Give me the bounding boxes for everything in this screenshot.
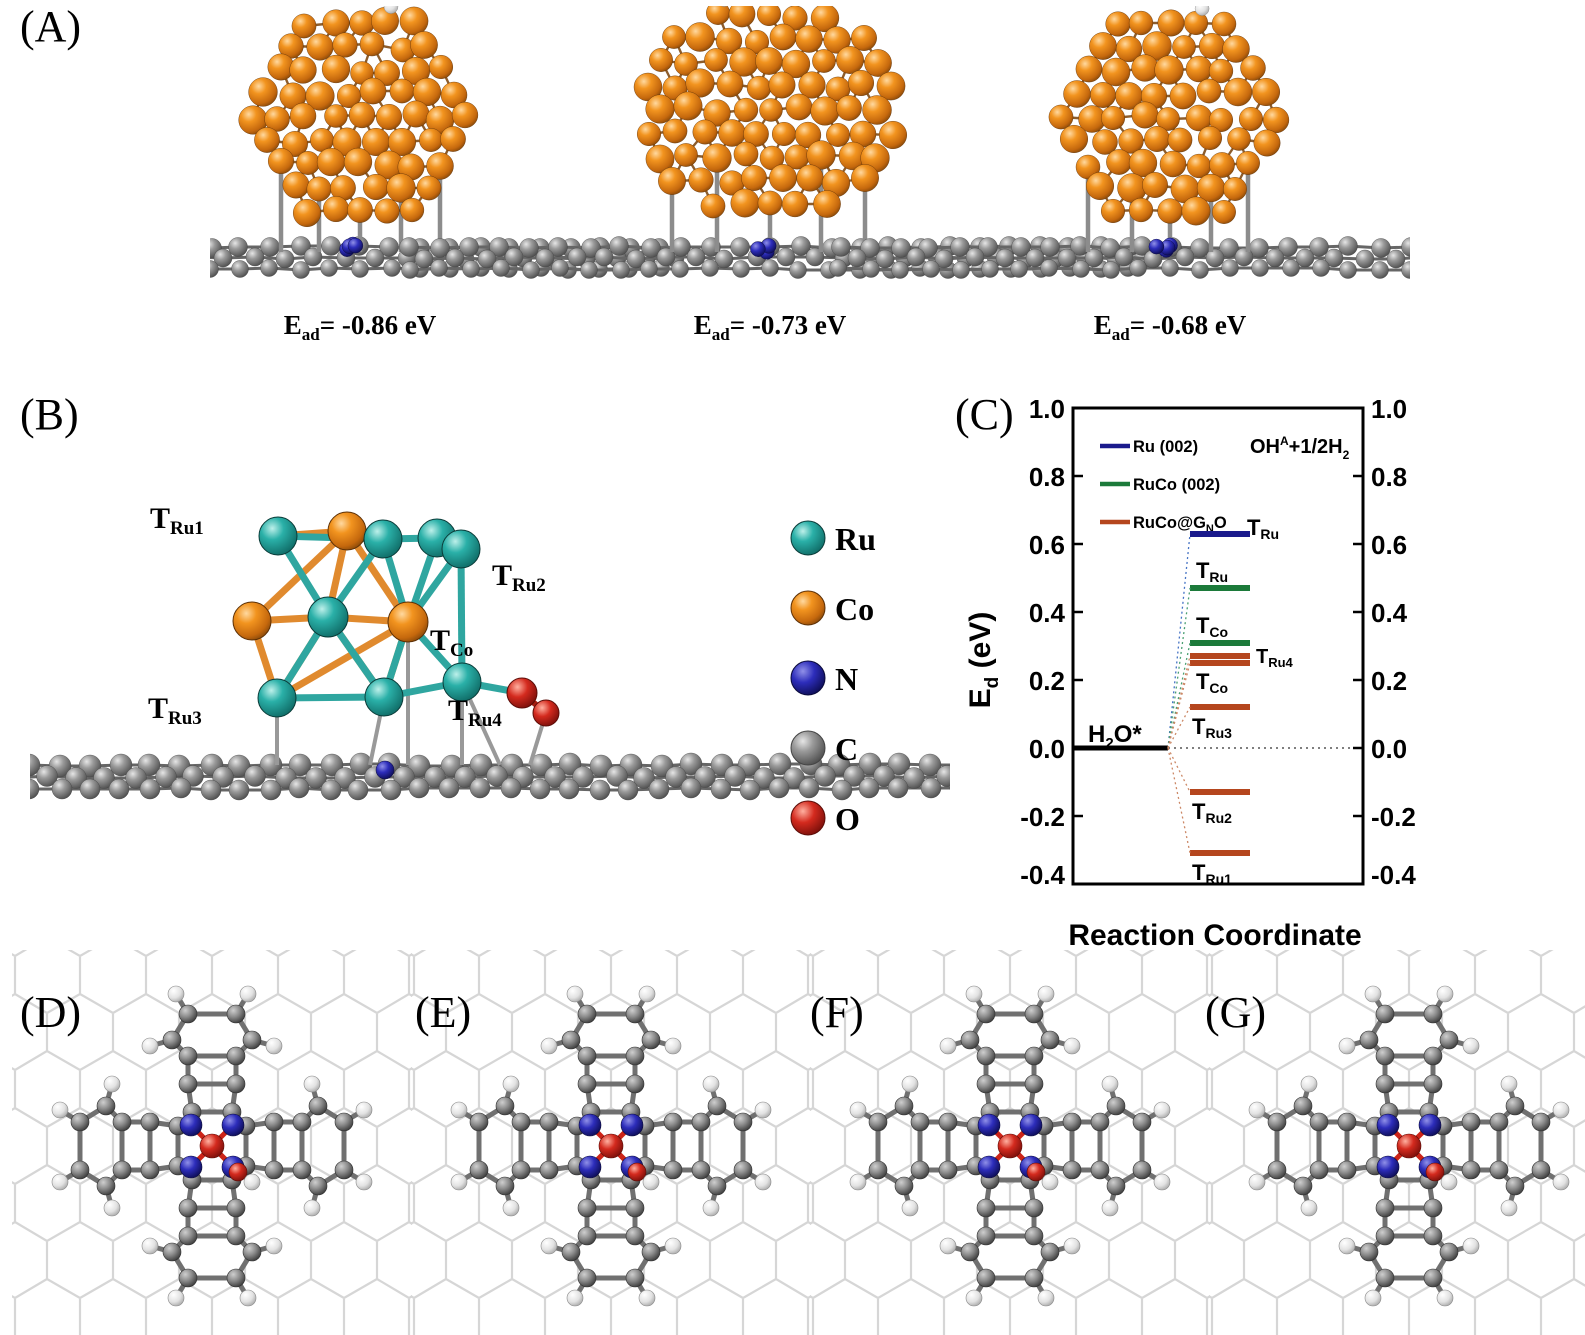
svg-text:Ead= -0.86 eV: Ead= -0.86 eV bbox=[284, 310, 437, 344]
svg-text:0.0: 0.0 bbox=[1029, 734, 1065, 764]
svg-text:0.6: 0.6 bbox=[1029, 530, 1065, 560]
svg-text:0.6: 0.6 bbox=[1371, 530, 1407, 560]
svg-text:TRu: TRu bbox=[1247, 515, 1279, 542]
svg-text:Ed (eV): Ed (eV) bbox=[964, 612, 1003, 709]
svg-text:0.8: 0.8 bbox=[1029, 462, 1065, 492]
svg-text:0.8: 0.8 bbox=[1371, 462, 1407, 492]
svg-text:OHA+1/2H2: OHA+1/2H2 bbox=[1250, 434, 1350, 462]
svg-text:N: N bbox=[835, 661, 858, 697]
svg-text:TRu3: TRu3 bbox=[148, 692, 202, 729]
svg-text:0.2: 0.2 bbox=[1029, 666, 1065, 696]
svg-text:O: O bbox=[835, 801, 860, 837]
svg-text:1.0: 1.0 bbox=[1371, 394, 1407, 424]
svg-text:TCo: TCo bbox=[430, 624, 473, 661]
svg-text:1.0: 1.0 bbox=[1029, 394, 1065, 424]
svg-text:-0.2: -0.2 bbox=[1371, 802, 1416, 832]
svg-text:Ru (002): Ru (002) bbox=[1133, 438, 1198, 456]
svg-text:Co: Co bbox=[835, 591, 874, 627]
svg-text:TRu4: TRu4 bbox=[1256, 646, 1294, 670]
svg-text:Reaction Coordinate: Reaction Coordinate bbox=[1068, 919, 1361, 952]
svg-text:TCo: TCo bbox=[1196, 669, 1228, 696]
svg-text:0.0: 0.0 bbox=[1371, 734, 1407, 764]
svg-text:TRu2: TRu2 bbox=[492, 559, 546, 596]
svg-text:TRu1: TRu1 bbox=[150, 502, 204, 539]
svg-text:-0.2: -0.2 bbox=[1020, 802, 1065, 832]
svg-text:0.4: 0.4 bbox=[1029, 598, 1066, 628]
svg-text:Ead= -0.68 eV: Ead= -0.68 eV bbox=[1094, 310, 1247, 344]
svg-text:-0.4: -0.4 bbox=[1371, 860, 1416, 890]
svg-text:TRu4: TRu4 bbox=[448, 694, 502, 731]
svg-text:TCo: TCo bbox=[1196, 613, 1228, 640]
svg-text:0.2: 0.2 bbox=[1371, 666, 1407, 696]
svg-text:-0.4: -0.4 bbox=[1020, 860, 1065, 890]
svg-text:0.4: 0.4 bbox=[1371, 598, 1408, 628]
svg-text:Ead= -0.73 eV: Ead= -0.73 eV bbox=[694, 310, 847, 344]
svg-text:Ru: Ru bbox=[835, 521, 876, 557]
svg-text:RuCo (002): RuCo (002) bbox=[1133, 476, 1220, 494]
svg-text:TRu2: TRu2 bbox=[1192, 799, 1232, 826]
svg-text:TRu: TRu bbox=[1196, 558, 1228, 585]
svg-text:TRu3: TRu3 bbox=[1192, 714, 1232, 741]
svg-text:C: C bbox=[835, 731, 858, 767]
svg-text:TRu1: TRu1 bbox=[1192, 860, 1232, 887]
